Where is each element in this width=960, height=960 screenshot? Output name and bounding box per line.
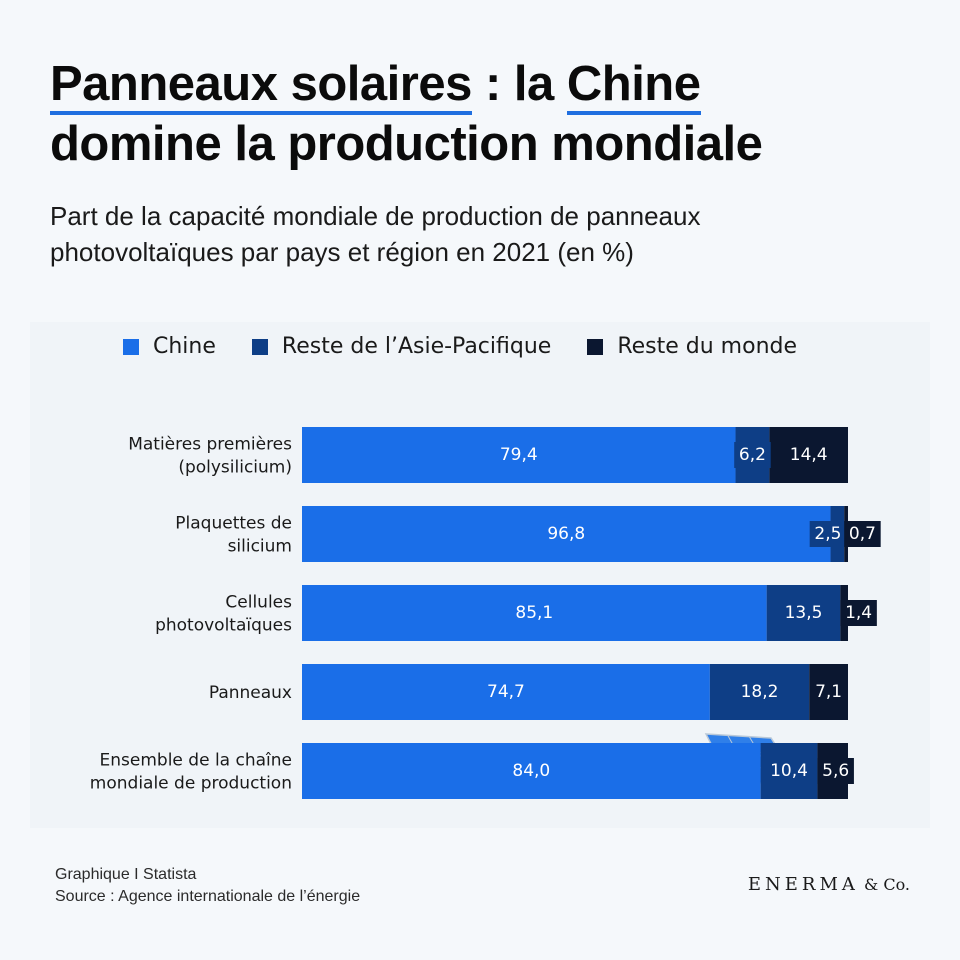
data-label-reste-du-monde: 1,4 — [845, 603, 872, 623]
title-line2: domine la production mondiale — [50, 117, 763, 171]
bar-group: Plaquettes de silicium 96,8 2,5 0,7 — [175, 506, 881, 562]
legend-item-reste-du-monde: Reste du monde — [587, 334, 797, 359]
category-label: Plaquettes de silicium — [175, 514, 292, 557]
bar-segment-chine — [302, 427, 736, 483]
legend-item-asie-pacifique: Reste de l’Asie-Pacifique — [251, 334, 552, 359]
legend-label-asie-pacifique: Reste de l’Asie-Pacifique — [281, 334, 552, 359]
data-label-box — [734, 442, 771, 468]
brand-name: ENERMA — [747, 874, 859, 895]
footer-source: Source : Agence internationale de l’éner… — [55, 888, 361, 905]
data-label-asie-pacifique: 10,4 — [770, 761, 808, 781]
bar-segment-chine — [302, 743, 761, 799]
category-label: Panneaux — [209, 683, 292, 703]
data-label-reste-du-monde: 5,6 — [822, 761, 849, 781]
legend: Chine Reste de l’Asie-Pacifique Reste du… — [123, 334, 797, 359]
footer-credit: Graphique I Statista — [55, 866, 197, 883]
bar-groups: Matières premières (polysilicium) 79,4 6,2 1… — [90, 427, 881, 799]
bar-segment-reste-du-monde — [809, 664, 848, 720]
bar-group: Ensemble de la chaîne mondiale de product… — [90, 743, 854, 799]
legend-label-reste-du-monde: Reste du monde — [617, 334, 798, 359]
data-label-box — [844, 521, 881, 547]
data-label-chine: 85,1 — [515, 603, 553, 623]
legend-swatch-reste-du-monde — [587, 338, 604, 355]
data-label-reste-du-monde: 0,7 — [849, 524, 876, 544]
legend-swatch-chine — [123, 338, 139, 355]
bar-segment-reste-du-monde — [769, 427, 848, 483]
chart-title: Panneaux solaires : la Chine domine la pr… — [50, 55, 763, 173]
data-label-reste-du-monde: 14,4 — [790, 445, 828, 465]
title-highlight-panneaux: Panneaux solaires — [50, 59, 472, 115]
bar-group: Cellules photovoltaïques 85,1 13,5 1,4 — [155, 585, 877, 641]
data-label-asie-pacifique: 13,5 — [785, 603, 823, 623]
data-label-chine: 79,4 — [500, 445, 538, 465]
chart-subtitle: Part de la capacité mondiale de producti… — [50, 201, 701, 267]
data-label-asie-pacifique: 6,2 — [739, 445, 766, 465]
data-label-chine: 96,8 — [547, 524, 585, 544]
category-label: Ensemble de la chaîne mondiale de product… — [90, 751, 292, 794]
brand-suffix: & Co. — [858, 875, 910, 894]
bar-group: Matières premières (polysilicium) 79,4 6,2 1… — [128, 427, 848, 483]
data-label-box — [817, 758, 854, 784]
bar-segment-asie-pacifique — [709, 664, 810, 720]
legend-swatch-asie-pacifique — [251, 338, 268, 355]
legend-label-chine: Chine — [153, 334, 216, 359]
bar-segment-chine — [302, 506, 831, 562]
title-highlight-chine: Chine — [566, 59, 701, 115]
bar-segment-chine — [302, 585, 767, 641]
bar-segment-chine — [302, 664, 710, 720]
data-label-box — [840, 600, 877, 626]
category-label: Cellules photovoltaïques — [155, 593, 292, 636]
stacked-bar-chart: Matières premières (polysilicium) 79,4 6,2 1… — [90, 427, 881, 799]
brand-logo: ENERMA & Co. — [748, 874, 910, 895]
category-label: Matières premières (polysilicium) — [128, 435, 292, 478]
bar-segment-asie-pacifique — [766, 585, 841, 641]
legend-item-chine: Chine — [123, 334, 216, 359]
footer: Graphique I Statista Source : Agence int… — [55, 864, 360, 908]
bar-segment-asie-pacifique — [760, 743, 818, 799]
data-label-chine: 84,0 — [512, 761, 550, 781]
data-label-asie-pacifique: 2,5 — [814, 524, 841, 544]
data-label-box — [809, 521, 847, 547]
data-label-reste-du-monde: 7,1 — [815, 682, 842, 702]
bar-group: Panneaux 74,7 18,2 7,1 — [209, 664, 848, 720]
data-label-chine: 74,7 — [487, 682, 525, 702]
data-label-asie-pacifique: 18,2 — [741, 682, 779, 702]
title-connector: : la — [471, 57, 567, 111]
